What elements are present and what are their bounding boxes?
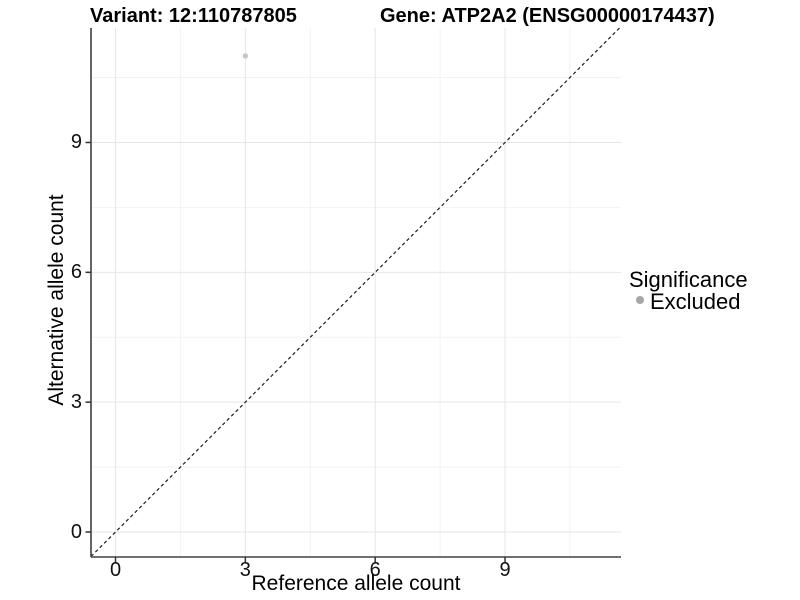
x-tick-label: 9 (499, 559, 511, 581)
x-tick-label: 0 (109, 559, 122, 581)
identity-reference-line (90, 27, 620, 557)
y-tick-label: 3 (70, 391, 82, 414)
x-axis-label: Reference allele count (251, 572, 461, 595)
gene-title: Gene: ATP2A2 (ENSG00000174437) (380, 5, 715, 27)
legend-item-label: Excluded (650, 289, 741, 314)
data-point (242, 53, 249, 59)
y-tick-label: 0 (70, 521, 82, 543)
y-axis-label: Alternative allele count (45, 194, 68, 406)
variant-title: Variant: 12:110787805 (90, 5, 297, 27)
legend-point-swatch-icon (636, 296, 644, 304)
y-tick-label: 9 (70, 131, 82, 154)
y-tick-label: 6 (70, 261, 82, 284)
legend-title: Significance (629, 267, 748, 292)
x-tick-label: 3 (239, 559, 251, 581)
x-tick-label: 6 (369, 559, 381, 581)
